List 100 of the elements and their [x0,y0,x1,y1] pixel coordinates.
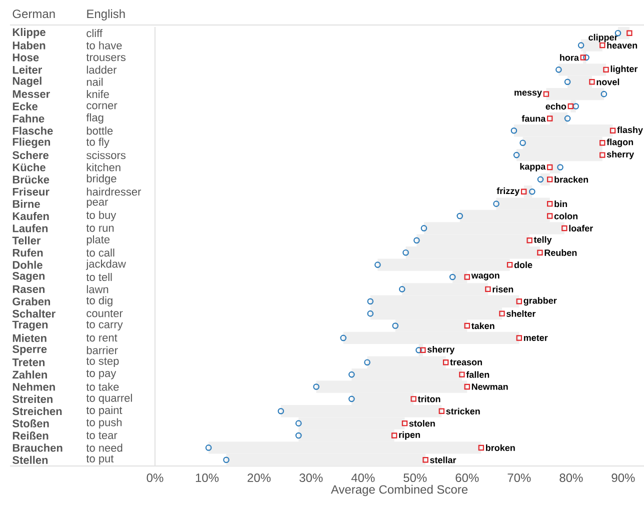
y2-tick-label: knife [86,90,109,98]
point [520,188,527,194]
data-label: hora [560,54,579,61]
y2-tick-label: to quarrel [86,394,132,404]
data-label: dole [514,261,532,268]
point [516,335,522,341]
data-label: triton [418,396,440,402]
y-tick-label: Graben [12,297,50,306]
y-tick-label: Stoßen [12,419,49,428]
y2-tick-label: jackdaw [86,260,126,270]
data-label: frizzy [496,187,520,196]
y-tick-label: Messer [12,90,50,98]
y2-tick-label: flag [86,113,104,124]
point [391,432,398,438]
data-label: loafer [569,224,593,232]
x-tick-label: 30% [300,474,323,482]
y2-tick-label: hairdresser [86,188,142,196]
data-label: clipper [588,34,618,42]
x-axis-title: Average Combined Score [330,484,468,496]
y-tick-label: Ecke [12,102,38,110]
data-label: taken [471,322,494,330]
x-tick-label: 0% [146,474,164,482]
data-label: Newman [472,384,508,390]
point [600,152,606,158]
point [499,310,505,316]
point [205,444,212,451]
data-label: grabber [524,297,557,306]
y2-tick-label: scissors [86,151,126,160]
y2-tick-label: to buy [86,210,116,222]
y-tick-label: Schere [12,151,49,160]
x-tick-label: 80% [560,474,583,482]
y-tick-label: Brücke [12,175,50,184]
point [556,66,562,73]
point [610,128,616,134]
x-tick-label: 10% [196,474,219,482]
y-tick-label: Kaufen [12,212,49,220]
y-tick-label: Küche [12,163,46,172]
y-tick-label: Leiter [12,66,42,74]
y2-tick-label: bottle [86,126,113,135]
y-tick-label: Brauchen [12,444,62,452]
y-axis-title: German [12,10,55,18]
x-tick-label: 40% [351,474,375,482]
point [600,90,608,98]
y-tick-label: Rufen [12,248,43,257]
y2-tick-label: counter [86,310,123,318]
y-tick-label: Schalter [12,310,56,318]
y2-tick-label: trousers [86,54,126,62]
y-tick-label: Treten [12,358,45,366]
y2-tick-label: pear [86,200,108,208]
data-label: stellar [430,456,456,464]
point [420,347,426,354]
data-label: stolen [409,420,435,427]
point [422,457,428,463]
y2-axis-title: English [87,9,125,20]
data-label: meter [524,334,548,341]
data-label: sherry [606,150,634,160]
y2-tick-label: to tell [86,272,112,282]
y-tick-label: Rasen [12,285,45,294]
y-tick-label: Sagen [12,272,45,282]
point [600,140,606,146]
y-tick-label: Fahne [12,114,44,123]
point [578,42,584,48]
data-label: echo [546,102,566,110]
y-tick-label: Birne [12,200,40,208]
data-label: treason [450,359,482,366]
y-tick-label: Fliegen [12,138,50,148]
x-tick-label: 60% [456,474,479,482]
data-label: colon [554,212,578,220]
point [464,384,470,390]
y2-tick-label: to take [86,382,119,391]
y2-tick-label: to put [86,455,114,465]
data-label: novel [596,78,620,86]
y2-tick-label: to run [86,224,114,232]
data-label: shelter [506,310,536,317]
point [513,152,520,158]
data-label: wagon [471,274,500,280]
point [295,420,302,426]
point [295,432,302,439]
point [506,262,513,268]
y2-tick-label: to call [86,248,114,257]
point [410,396,416,402]
point [367,298,374,305]
point [438,408,444,414]
point [564,78,571,86]
point [478,444,484,451]
point [603,66,609,73]
y2-tick-label: to dig [86,296,112,306]
y2-tick-label: to pay [86,370,116,380]
y2-tick-label: kitchen [86,163,120,172]
y-tick-label: Klippe [12,28,46,38]
point [464,322,470,329]
data-label: telly [534,236,552,245]
point [537,176,544,183]
point [313,384,320,390]
data-label: risen [492,286,514,292]
point [516,298,522,304]
y-tick-label: Haben [12,41,46,50]
point [420,225,428,232]
point [278,408,284,414]
x-tick-label: 50% [404,474,427,482]
